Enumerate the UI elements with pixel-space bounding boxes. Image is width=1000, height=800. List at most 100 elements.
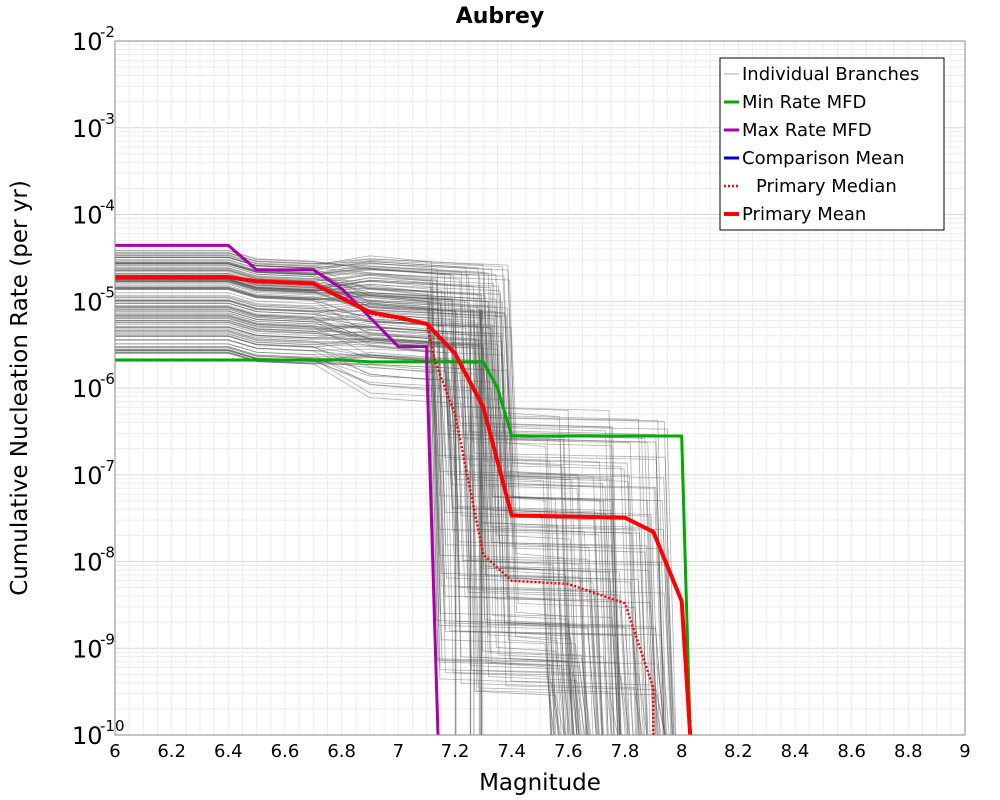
branch-line (115, 279, 622, 736)
branch-line (115, 263, 587, 736)
branch-line (115, 321, 586, 736)
branch-line (115, 305, 615, 736)
branch-line (115, 310, 629, 736)
branch-line (115, 287, 673, 736)
branch-line (115, 349, 581, 736)
branch-line (115, 286, 629, 736)
branch-line (115, 352, 612, 736)
branch-line (115, 280, 660, 736)
branch-line (115, 269, 654, 736)
branch-line (115, 316, 565, 736)
branch-line (115, 330, 552, 736)
branch-line (115, 279, 609, 736)
legend-item: Min Rate MFD (724, 92, 866, 113)
x-tick-label: 8.6 (837, 741, 866, 762)
legend-label: Individual Branches (742, 64, 919, 85)
y-axis-label: Cumulative Nucleation Rate (per yr) (7, 180, 33, 596)
y-tick-exponent: -6 (100, 370, 115, 388)
branch-line (115, 270, 574, 736)
branch-line (115, 315, 641, 736)
y-tick-exponent: -9 (100, 630, 115, 648)
branch-line (115, 319, 604, 736)
legend-box (719, 57, 945, 231)
branch-line (115, 326, 622, 736)
y-tick-label: 10-10 (72, 717, 125, 750)
y-tick-label: 10-6 (72, 370, 115, 403)
legend-item: Primary Mean (724, 204, 866, 225)
branch-line (115, 279, 628, 736)
legend-item: Primary Median (724, 176, 897, 197)
branch-line (115, 279, 555, 736)
branch-line (115, 256, 626, 736)
branch-line (115, 259, 674, 736)
y-tick-base: 10 (72, 202, 103, 230)
series-line-min-rate-mfd (115, 358, 692, 736)
y-tick-label: 10-7 (72, 457, 115, 490)
branch-line (115, 350, 634, 736)
x-tick-label: 8 (676, 741, 687, 762)
branch-line (115, 307, 666, 736)
branch-line (115, 265, 575, 736)
branch-line (115, 327, 579, 736)
branch-line (115, 277, 657, 736)
y-tick-base: 10 (72, 722, 103, 750)
branch-line (115, 287, 567, 736)
branch-line (115, 255, 575, 736)
branch-line (115, 269, 630, 736)
branch-line (115, 352, 642, 736)
branch-line (115, 256, 658, 736)
branch-line (115, 310, 577, 736)
branch-line (115, 278, 621, 736)
y-tick-exponent: -10 (100, 717, 125, 735)
legend-label: Primary Median (756, 176, 897, 197)
y-tick-exponent: -5 (100, 283, 115, 301)
branch-line (115, 263, 580, 736)
legend-item: Comparison Mean (724, 148, 905, 169)
branch-line (115, 315, 640, 736)
x-tick-label: 6.4 (214, 741, 243, 762)
branch-line (115, 339, 597, 736)
branch-line (115, 300, 553, 736)
branch-line (115, 270, 559, 736)
branch-line (115, 347, 633, 736)
branch-line (115, 255, 580, 736)
branch-line (115, 257, 613, 736)
branch-line (115, 346, 619, 736)
branch-line (115, 297, 619, 736)
branch-line (115, 306, 621, 736)
x-tick-label: 8.2 (724, 741, 753, 762)
x-tick-label: 8.8 (894, 741, 923, 762)
branch-line (115, 335, 603, 736)
branch-line (115, 292, 643, 736)
chart-title: Aubrey (456, 4, 545, 29)
x-tick-labels: 6 6.2 6.4 6.6 6.8 7 7.2 7.4 7.6 7.8 8 8.2 8.4 8.6 8.8 9 (109, 741, 970, 762)
branch-line (115, 261, 600, 736)
x-tick-label: 6.6 (271, 741, 300, 762)
branch-line (115, 288, 665, 736)
y-tick-exponent: -4 (100, 197, 115, 215)
branch-line (115, 287, 666, 736)
x-tick-label: 9 (959, 741, 970, 762)
legend-item: Max Rate MFD (724, 120, 872, 141)
x-tick-label: 7.8 (611, 741, 640, 762)
branch-line (115, 321, 620, 736)
branch-line (115, 350, 664, 736)
legend-label: Min Rate MFD (742, 92, 866, 113)
y-tick-label: 10-5 (72, 283, 115, 316)
branch-line (115, 349, 591, 736)
y-tick-base: 10 (72, 462, 103, 490)
y-tick-label: 10-2 (72, 23, 115, 56)
branch-line (115, 272, 651, 736)
branch-line (115, 289, 621, 736)
branch-line (115, 306, 649, 736)
branch-line (115, 351, 604, 736)
branch-line (115, 252, 571, 736)
y-tick-exponent: -3 (100, 110, 115, 128)
branch-line (115, 272, 554, 736)
branch-line (115, 339, 618, 736)
legend-item: Individual Branches (724, 64, 919, 85)
branch-line (115, 349, 560, 736)
branch-line (115, 294, 573, 736)
series-lines (115, 243, 693, 736)
